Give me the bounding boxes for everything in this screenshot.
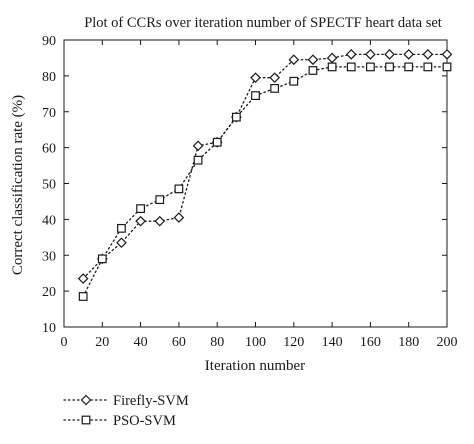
y-tick-label: 80 — [42, 70, 56, 85]
data-point — [269, 72, 280, 84]
data-point — [212, 137, 222, 147]
data-point — [154, 215, 166, 227]
data-point — [346, 62, 356, 72]
series-layer — [77, 49, 453, 301]
y-tick-label: 10 — [42, 321, 56, 336]
data-point — [174, 184, 184, 194]
x-tick-label: 0 — [61, 335, 68, 350]
series-firefly-svm — [77, 49, 453, 284]
data-point — [97, 254, 107, 264]
data-point — [384, 49, 395, 60]
y-tick-label: 60 — [42, 142, 56, 157]
x-tick-label: 120 — [283, 335, 304, 350]
legend: Firefly-SVM PSO-SVM — [63, 393, 189, 429]
data-point — [116, 237, 127, 249]
data-point — [442, 62, 452, 72]
data-point — [117, 223, 126, 233]
y-tick-label: 50 — [42, 178, 56, 193]
data-point — [441, 49, 453, 60]
y-tick-label: 30 — [42, 249, 56, 264]
y-tick-label: 40 — [42, 213, 56, 228]
data-point — [136, 204, 146, 214]
data-point — [307, 54, 319, 66]
data-point — [192, 140, 204, 152]
y-tick-label: 70 — [42, 106, 56, 121]
data-point — [173, 212, 185, 223]
data-point — [250, 72, 261, 84]
y-tick-label: 20 — [42, 285, 56, 300]
legend-item: PSO-SVM — [63, 413, 176, 429]
data-point — [251, 91, 260, 101]
series-line — [82, 66, 448, 298]
legend-marker — [81, 415, 91, 425]
data-point — [155, 195, 165, 205]
x-tick-label: 100 — [245, 335, 266, 350]
data-point — [193, 155, 203, 165]
x-tick-label: 140 — [322, 335, 343, 350]
data-point — [308, 66, 318, 75]
data-point — [366, 62, 375, 72]
data-point — [423, 62, 433, 72]
data-point — [326, 52, 338, 64]
x-axis-ticks: 0 20 40 60 80 100 120 140 160 180 200 — [61, 40, 458, 350]
data-point — [288, 54, 300, 66]
y-axis-title: Correct classification rate (%) — [10, 95, 26, 275]
data-point — [404, 62, 414, 72]
data-point — [327, 62, 337, 72]
data-point — [77, 273, 89, 284]
chart-title: Plot of CCRs over iteration number of SP… — [84, 15, 442, 31]
x-tick-label: 180 — [398, 335, 419, 350]
legend-label: PSO-SVM — [113, 413, 176, 429]
data-point — [422, 49, 434, 60]
legend-item: Firefly-SVM — [63, 393, 189, 409]
data-point — [403, 49, 415, 60]
data-point — [365, 49, 376, 60]
data-point — [289, 76, 299, 86]
x-tick-label: 40 — [134, 335, 148, 350]
data-point — [231, 112, 241, 122]
legend-marker — [80, 394, 92, 406]
x-axis-title: Iteration number — [205, 358, 305, 374]
plot-border — [63, 39, 448, 328]
x-tick-label: 160 — [360, 335, 381, 350]
x-tick-label: 200 — [437, 335, 458, 350]
y-axis-ticks: 10 20 30 40 50 60 70 80 90 — [42, 34, 447, 336]
data-point — [135, 215, 146, 227]
x-tick-label: 20 — [95, 335, 109, 350]
y-tick-label: 90 — [42, 34, 56, 49]
data-point — [385, 62, 394, 72]
series-line — [82, 53, 448, 280]
x-tick-label: 60 — [172, 335, 186, 350]
data-point — [345, 49, 357, 60]
x-tick-label: 80 — [210, 335, 224, 350]
data-point — [270, 84, 280, 93]
data-point — [78, 292, 88, 301]
plot-frame — [63, 39, 448, 328]
legend-label: Firefly-SVM — [113, 393, 189, 409]
series-pso-svm — [78, 62, 452, 301]
